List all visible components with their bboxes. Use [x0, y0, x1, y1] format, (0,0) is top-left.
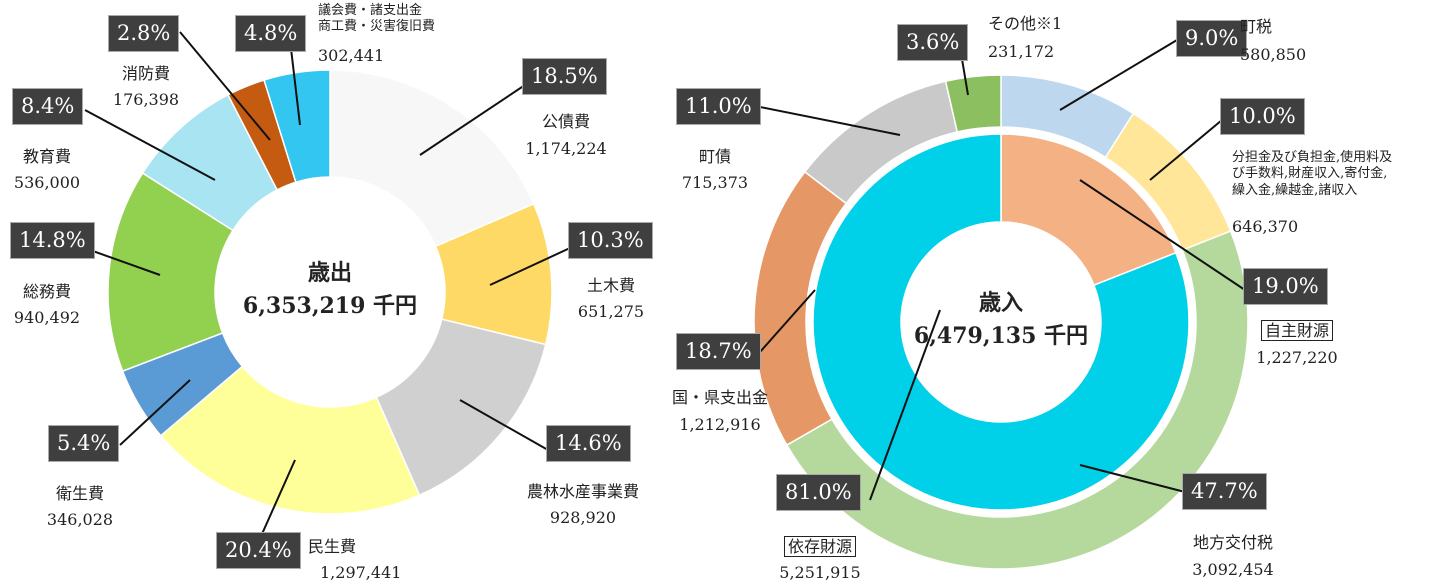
value-label: 3.6% [897, 24, 969, 62]
amount-label: 715,373 [681, 173, 749, 192]
category-label: 消防費 [121, 64, 171, 83]
center-total: 6,353,219 千円 [242, 293, 418, 319]
amount-label: 646,370 [1232, 217, 1299, 236]
amount-label: 928,920 [549, 508, 617, 527]
category-label: 分担金及び負担金,使用料及 び手数料,財産収入,寄付金, 繰入金,繰越金,諸収入 [1232, 150, 1393, 198]
category-label: 教育費 [22, 147, 72, 166]
leader-line [459, 399, 549, 451]
leader-line [1079, 179, 1246, 291]
donut-slice [944, 74, 1002, 133]
donut-slice [375, 318, 547, 497]
category-label: 町税 [1240, 17, 1273, 36]
center-total: 6,479,135 千円 [913, 323, 1089, 349]
amount-label: 940,492 [13, 308, 81, 327]
category-label: 国・県支出金 [671, 388, 769, 407]
leader-line [179, 31, 271, 141]
donut-slice [329, 69, 535, 248]
amount-label: 1,297,441 [320, 563, 402, 582]
boxed-category: 依存財源 [783, 536, 857, 557]
value-label: 9.0% [1176, 20, 1248, 58]
leader-line [489, 247, 571, 286]
center-title: 歳入 [978, 290, 1024, 316]
amount-label: 3,092,454 [1192, 560, 1274, 579]
donut-slice [263, 69, 331, 184]
leader-line [869, 309, 941, 501]
amount-label: 231,172 [988, 42, 1055, 61]
category-label: その他※1 [988, 14, 1063, 33]
value-label: 4.8% [235, 15, 307, 53]
category-label: 土木費 [586, 276, 636, 295]
value-label: 20.4% [216, 532, 301, 570]
leader-line [119, 379, 191, 446]
amount-label: 302,441 [318, 46, 385, 65]
amount-label: 5,251,915 [779, 563, 861, 582]
leader-line [1079, 464, 1186, 493]
category-label: 公債費 [541, 112, 591, 131]
leader-line [1059, 39, 1178, 111]
value-label: 5.4% [48, 425, 120, 463]
value-label: 47.7% [1182, 473, 1267, 511]
value-label: 11.0% [676, 88, 761, 126]
donut-slice [107, 172, 234, 373]
amount-label: 580,850 [1240, 45, 1307, 64]
category-label: 民生費 [308, 537, 357, 556]
category-label: 町債 [698, 147, 732, 166]
amount-label: 536,000 [13, 173, 81, 192]
donut-slice [159, 365, 421, 515]
category-label: 依存財源 [783, 536, 857, 557]
amount-label: 1,174,224 [525, 139, 607, 158]
category-label: 自主財源 [1260, 320, 1334, 341]
leader-line [89, 249, 161, 276]
leader-line [759, 289, 816, 353]
leader-line [289, 39, 301, 126]
category-label: 農林水産事業費 [526, 482, 640, 501]
leader-line [759, 106, 901, 136]
amount-label: 1,227,220 [1256, 348, 1338, 367]
value-label: 18.7% [676, 333, 761, 371]
leader-line [1149, 119, 1223, 181]
category-label: 地方交付税 [1192, 533, 1274, 552]
amount-label: 346,028 [46, 510, 114, 529]
donut-slice [785, 230, 1249, 570]
value-label: 2.8% [108, 15, 180, 53]
donut-slice [1000, 133, 1177, 287]
center-title: 歳出 [307, 260, 353, 286]
value-label: 14.6% [546, 425, 631, 463]
amount-label: 176,398 [112, 90, 180, 109]
value-label: 10.3% [568, 222, 653, 260]
value-label: 81.0% [776, 474, 861, 512]
value-label: 10.0% [1220, 98, 1305, 136]
boxed-category: 自主財源 [1260, 320, 1334, 341]
value-label: 19.0% [1243, 268, 1328, 306]
amount-label: 651,275 [577, 302, 645, 321]
category-label: 衛生費 [55, 484, 105, 503]
category-label: 総務費 [22, 282, 72, 301]
value-label: 14.8% [10, 222, 95, 260]
leader-line [84, 109, 216, 181]
category-label: 議会費・諸支出金 商工費・災害復旧費 [318, 3, 436, 35]
value-label: 18.5% [522, 58, 607, 96]
leader-line [419, 84, 526, 156]
leader-line [261, 459, 296, 535]
amount-label: 1,212,916 [679, 415, 761, 434]
value-label: 8.4% [12, 88, 84, 126]
donut-slice [812, 133, 1190, 511]
